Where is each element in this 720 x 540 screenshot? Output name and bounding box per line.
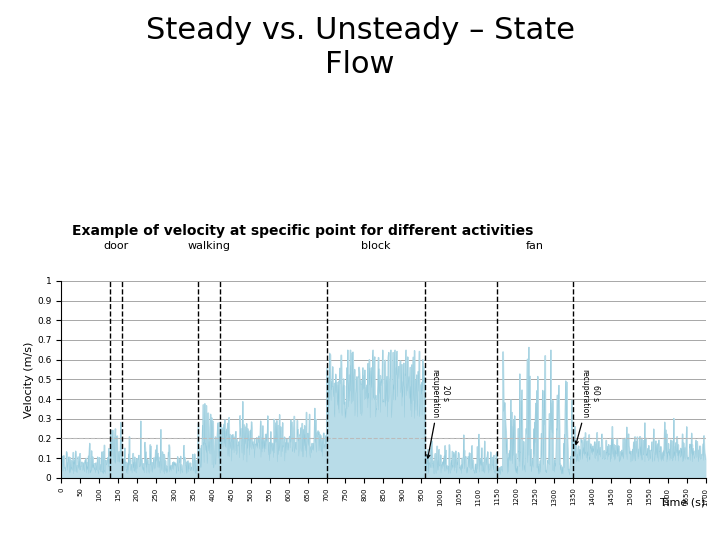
Text: block: block xyxy=(361,241,390,251)
Text: walking: walking xyxy=(187,241,230,251)
Text: Time (s): Time (s) xyxy=(660,497,706,508)
Text: fan: fan xyxy=(526,241,544,251)
Y-axis label: Velocity (m/s): Velocity (m/s) xyxy=(24,341,35,417)
Text: Example of velocity at specific point for different activities: Example of velocity at specific point fo… xyxy=(72,224,534,238)
Text: 60 s
recuperation: 60 s recuperation xyxy=(575,369,600,444)
Text: door: door xyxy=(104,241,129,251)
Text: 20 s
recuperation: 20 s recuperation xyxy=(427,369,450,458)
Text: Steady vs. Unsteady – State
Flow: Steady vs. Unsteady – State Flow xyxy=(145,16,575,79)
